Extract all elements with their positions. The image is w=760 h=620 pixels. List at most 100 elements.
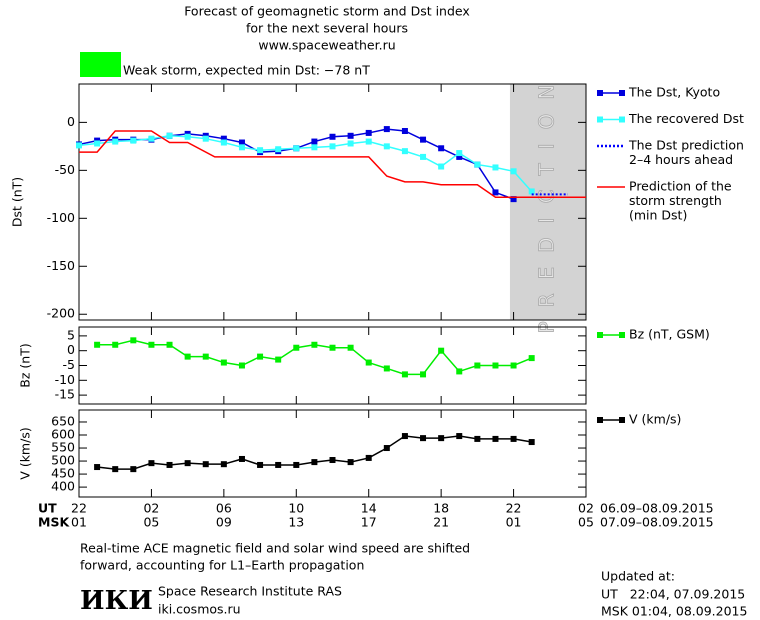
x-tick-label: 05 xyxy=(578,515,594,530)
data-point xyxy=(275,146,282,153)
data-point xyxy=(275,461,282,468)
data-point xyxy=(438,435,445,442)
data-point xyxy=(347,132,354,139)
data-point xyxy=(130,466,137,473)
legend-label: Bz (nT, GSM) xyxy=(629,327,710,342)
data-point xyxy=(510,168,517,175)
x-tick-label: 10 xyxy=(288,501,304,516)
legend-label: (min Dst) xyxy=(629,208,687,223)
chart-title: Forecast of geomagnetic storm and Dst in… xyxy=(184,4,470,19)
legend-marker xyxy=(597,332,603,338)
y-tick-label: -50 xyxy=(55,162,75,177)
data-point xyxy=(112,341,119,348)
data-point xyxy=(202,135,209,142)
legend-marker xyxy=(619,90,625,96)
x-tick-label: 02 xyxy=(578,501,594,516)
data-point xyxy=(383,126,390,133)
storm-label: Weak storm, expected min Dst: −78 nT xyxy=(123,63,370,78)
data-point xyxy=(94,341,101,348)
data-point xyxy=(148,341,155,348)
y-tick-label: 5 xyxy=(67,327,75,342)
y-tick-label: 0 xyxy=(67,114,75,129)
chart-title: www.spaceweather.ru xyxy=(258,38,395,53)
y-tick-label: 0 xyxy=(67,342,75,357)
x-tick-label: 21 xyxy=(433,515,449,530)
legend-label: The recovered Dst xyxy=(628,111,744,126)
data-point xyxy=(220,139,227,146)
data-point xyxy=(528,355,535,362)
axis-row-label: UT xyxy=(38,501,57,516)
y-tick-label: 400 xyxy=(51,479,75,494)
data-point xyxy=(202,353,209,360)
legend-label: The Dst, Kyoto xyxy=(628,85,720,100)
legend-marker xyxy=(597,90,603,96)
data-point xyxy=(474,161,481,168)
data-point xyxy=(347,459,354,466)
y-tick-label: -100 xyxy=(47,210,75,225)
y-tick-label: -150 xyxy=(47,258,75,273)
data-point xyxy=(510,362,517,369)
data-point xyxy=(238,144,245,151)
date-range: 06.09–08.09.2015 xyxy=(600,501,714,516)
data-point xyxy=(166,341,173,348)
y-tick-label: -15 xyxy=(55,387,75,402)
data-point xyxy=(528,439,535,446)
y-tick-label: 650 xyxy=(51,413,75,428)
y-axis-label: V (km/s) xyxy=(18,427,33,479)
logo: ИКИ xyxy=(80,586,153,616)
axis-row-label: MSK xyxy=(38,515,70,530)
data-point xyxy=(184,460,191,467)
data-point xyxy=(220,461,227,468)
data-point xyxy=(257,353,264,360)
data-point xyxy=(293,145,300,152)
data-point xyxy=(238,362,245,369)
data-point xyxy=(401,128,408,135)
data-point xyxy=(365,138,372,145)
data-point xyxy=(438,145,445,152)
updated-title: Updated at: xyxy=(601,569,675,584)
site: iki.cosmos.ru xyxy=(158,602,241,617)
data-point xyxy=(383,365,390,372)
x-tick-label: 09 xyxy=(216,515,232,530)
data-point xyxy=(257,147,264,154)
data-point xyxy=(238,139,245,146)
y-tick-label: -5 xyxy=(63,357,75,372)
y-axis-label: Dst (nT) xyxy=(10,177,25,227)
storm-swatch xyxy=(80,52,121,77)
x-tick-label: 02 xyxy=(143,501,159,516)
y-axis-label: Bz (nT) xyxy=(18,343,33,387)
data-point xyxy=(492,164,499,171)
data-point xyxy=(438,163,445,170)
data-point xyxy=(492,189,499,196)
data-point xyxy=(166,461,173,468)
updated-msk: MSK 01:04, 08.09.2015 xyxy=(601,604,747,619)
data-point xyxy=(401,148,408,155)
chart-title: for the next several hours xyxy=(246,21,408,36)
footer-note: Real-time ACE magnetic field and solar w… xyxy=(80,541,470,556)
data-point xyxy=(474,362,481,369)
data-point xyxy=(311,138,318,145)
legend-label: The Dst prediction xyxy=(628,138,744,153)
x-tick-label: 14 xyxy=(361,501,377,516)
data-point xyxy=(130,137,137,144)
footer-note: forward, accounting for L1–Earth propaga… xyxy=(80,558,364,573)
data-point xyxy=(275,356,282,363)
x-tick-label: 17 xyxy=(361,515,377,530)
data-point xyxy=(420,136,427,143)
legend-marker xyxy=(619,332,625,338)
data-point xyxy=(365,129,372,136)
data-point xyxy=(528,188,535,195)
legend-label: 2–4 hours ahead xyxy=(629,152,733,167)
data-point xyxy=(492,362,499,369)
updated-ut: UT 22:04, 07.09.2015 xyxy=(601,587,745,602)
data-point xyxy=(112,138,119,145)
data-point xyxy=(456,368,463,375)
plot-frame xyxy=(78,83,587,321)
data-point xyxy=(148,460,155,467)
prediction-zone xyxy=(509,84,586,320)
data-point xyxy=(311,144,318,151)
legend-marker xyxy=(597,116,603,123)
data-point xyxy=(510,196,517,203)
legend-label: Prediction of the xyxy=(629,179,732,194)
data-point xyxy=(420,435,427,442)
